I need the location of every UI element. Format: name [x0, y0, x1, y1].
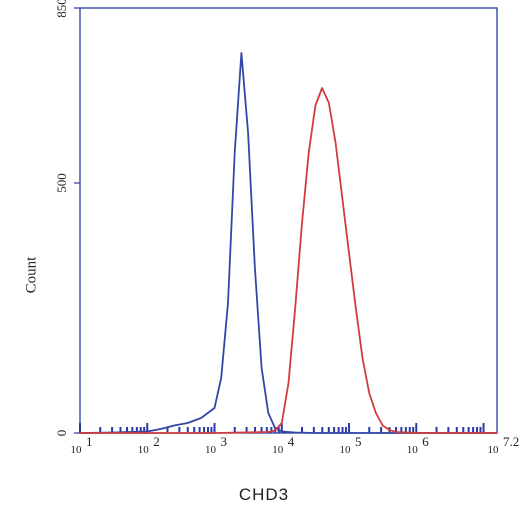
x-tick-label: 10 — [340, 444, 352, 456]
x-axis-label: CHD3 — [238, 485, 290, 504]
series-line-2 — [80, 87, 497, 434]
x-tick-exponent: 5 — [355, 434, 362, 449]
x-tick-label: 10 — [407, 444, 419, 456]
x-tick-exponent: 6 — [422, 434, 429, 449]
x-tick-exponent: 7.2 — [503, 434, 519, 449]
series-layer — [79, 52, 497, 434]
y-tick-label: 500 — [54, 173, 69, 193]
x-tick-label: 10 — [71, 444, 83, 456]
x-tick-exponent: 3 — [221, 434, 228, 449]
y-tick-label: 0 — [54, 430, 69, 437]
x-tick-exponent: 1 — [86, 434, 93, 449]
x-tick-label: 10 — [205, 444, 217, 456]
y-axis-label: Count — [23, 256, 40, 294]
x-tick-label: 10 — [488, 444, 500, 456]
x-tick-exponent: 4 — [288, 434, 295, 449]
y-tick-label: 850 — [54, 0, 69, 18]
plot-axes — [79, 7, 498, 434]
series-line-1 — [79, 52, 497, 434]
plot-frame — [79, 7, 498, 434]
x-tick-label: 10 — [138, 444, 150, 456]
x-tick-label: 10 — [272, 444, 284, 456]
x-tick-exponent: 2 — [153, 434, 160, 449]
